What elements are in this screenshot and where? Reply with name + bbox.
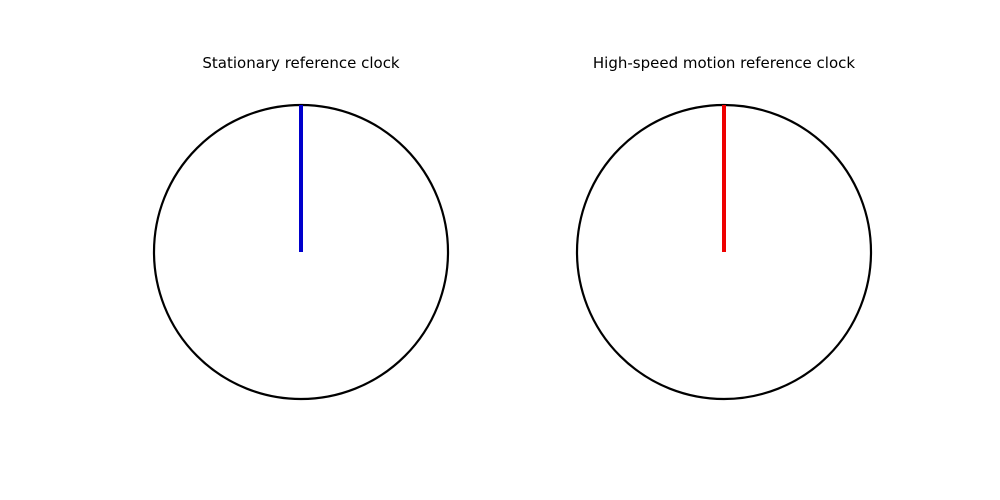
- stationary-clock: Stationary reference clock: [152, 54, 450, 401]
- high-speed-clock-title: High-speed motion reference clock: [593, 54, 855, 72]
- high-speed-clock: High-speed motion reference clock: [575, 54, 873, 401]
- stationary-clock-title: Stationary reference clock: [202, 54, 400, 72]
